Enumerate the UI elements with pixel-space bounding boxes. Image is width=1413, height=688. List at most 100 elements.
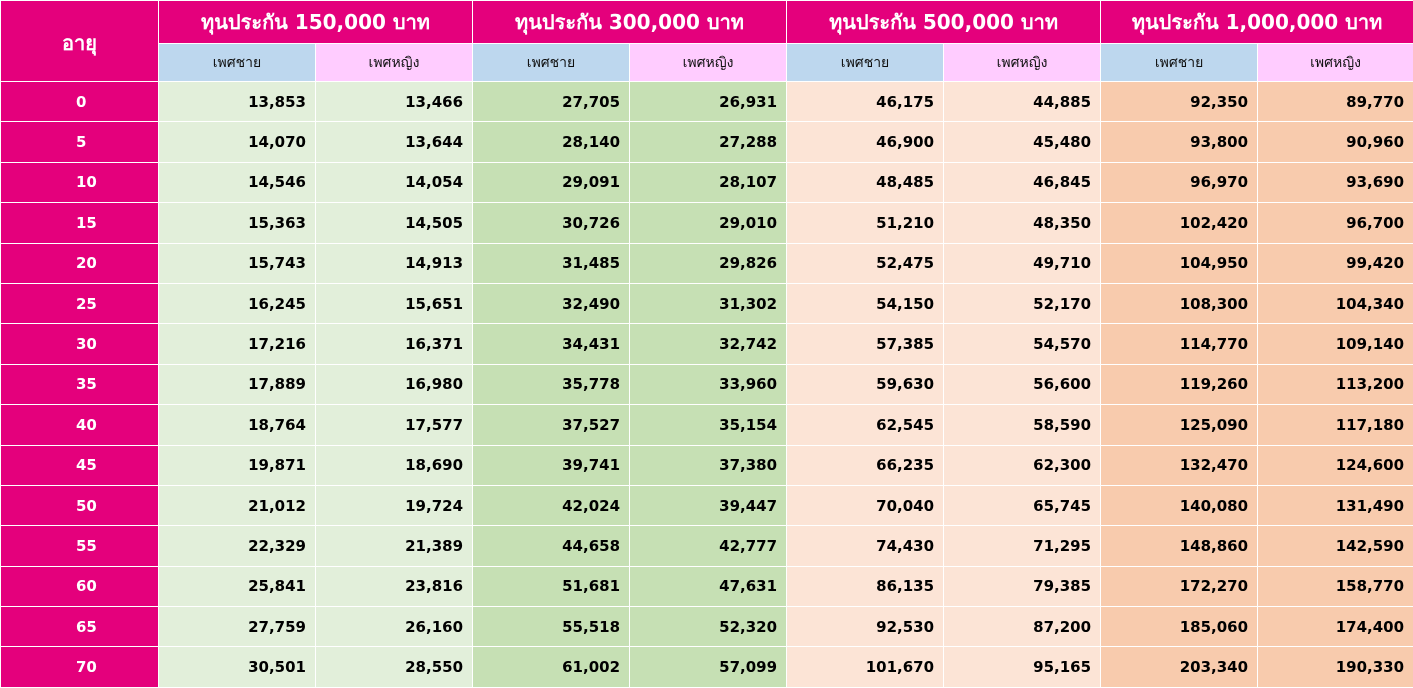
female-premium-cell: 37,380 [629,444,788,486]
age-cell: 35 [0,363,159,406]
female-premium-cell: 14,505 [314,202,474,244]
male-premium-cell: 46,900 [786,121,945,163]
male-premium-cell: 48,485 [786,161,945,204]
age-cell: 55 [0,525,159,567]
female-premium-cell: 29,826 [629,242,788,284]
female-premium-cell: 142,590 [1257,525,1413,567]
female-subheader: เพศหญิง [943,43,1102,82]
age-cell: 40 [0,404,159,446]
female-premium-cell: 15,651 [314,282,474,325]
male-premium-cell: 44,658 [472,525,631,567]
table-row: 30 17,216 16,371 34,431 32,742 57,385 54,570 11… [0,323,1413,365]
table-row: 0 13,853 13,466 27,705 26,931 46,175 44,885 92,… [0,80,1413,123]
female-premium-cell: 62,300 [943,444,1102,486]
male-premium-cell: 61,002 [472,646,631,688]
male-premium-cell: 132,470 [1100,444,1259,486]
female-subheader: เพศหญิง [629,43,788,82]
sum-insured-1000000-header: ทุนประกัน 1,000,000 บาท [1100,0,1413,44]
male-subheader: เพศชาย [786,43,945,82]
male-premium-cell: 172,270 [1100,565,1259,608]
female-premium-cell: 131,490 [1257,484,1413,527]
female-premium-cell: 158,770 [1257,565,1413,608]
male-premium-cell: 104,950 [1100,242,1259,284]
age-cell: 25 [0,282,159,325]
sum-insured-150000-header: ทุนประกัน 150,000 บาท [157,0,474,44]
female-subheader: เพศหญิง [314,43,474,82]
female-premium-cell: 124,600 [1257,444,1413,486]
male-premium-cell: 25,841 [158,565,316,608]
male-premium-cell: 17,889 [158,363,316,406]
female-premium-cell: 21,389 [314,525,474,567]
age-cell: 50 [0,484,159,527]
female-premium-cell: 47,631 [629,565,788,608]
female-premium-cell: 33,960 [629,363,788,406]
female-premium-cell: 45,480 [943,121,1102,163]
age-cell: 70 [0,646,159,688]
male-premium-cell: 66,235 [786,444,945,486]
female-premium-cell: 13,466 [314,80,474,123]
male-premium-cell: 21,012 [158,484,316,527]
male-premium-cell: 125,090 [1100,404,1259,446]
table-row: 65 27,759 26,160 55,518 52,320 92,530 87,200 18… [0,606,1413,648]
table-row: 20 15,743 14,913 31,485 29,826 52,475 49,710 10… [0,242,1413,284]
header-row-gender: เพศชาย เพศหญิง เพศชาย เพศหญิง เพศชาย เพศ… [1,43,1413,82]
table-body: 0 13,853 13,466 27,705 26,931 46,175 44,885 92,… [0,80,1413,688]
male-premium-cell: 42,024 [472,484,631,527]
male-premium-cell: 30,726 [472,202,631,244]
male-premium-cell: 108,300 [1100,282,1259,325]
female-premium-cell: 13,644 [314,121,474,163]
male-premium-cell: 15,743 [158,242,316,284]
male-subheader: เพศชาย [158,43,316,82]
female-premium-cell: 52,320 [629,606,788,648]
male-premium-cell: 93,800 [1100,121,1259,163]
age-cell: 15 [0,202,159,244]
age-cell: 20 [0,242,159,284]
female-premium-cell: 32,742 [629,323,788,365]
age-cell: 45 [0,444,159,486]
male-premium-cell: 14,546 [158,161,316,204]
male-premium-cell: 54,150 [786,282,945,325]
table-row: 15 15,363 14,505 30,726 29,010 51,210 48,350 10… [0,202,1413,244]
male-premium-cell: 59,630 [786,363,945,406]
male-premium-cell: 39,741 [472,444,631,486]
table-row: 70 30,501 28,550 61,002 57,099 101,670 95,165 2… [0,646,1413,688]
female-premium-cell: 29,010 [629,202,788,244]
male-premium-cell: 46,175 [786,80,945,123]
male-premium-cell: 86,135 [786,565,945,608]
table-row: 10 14,546 14,054 29,091 28,107 48,485 46,845 96… [0,161,1413,204]
female-premium-cell: 16,980 [314,363,474,406]
female-premium-cell: 89,770 [1257,80,1413,123]
male-premium-cell: 52,475 [786,242,945,284]
male-premium-cell: 51,681 [472,565,631,608]
female-premium-cell: 26,931 [629,80,788,123]
male-premium-cell: 37,527 [472,404,631,446]
male-premium-cell: 114,770 [1100,323,1259,365]
male-premium-cell: 102,420 [1100,202,1259,244]
male-premium-cell: 32,490 [472,282,631,325]
female-premium-cell: 18,690 [314,444,474,486]
male-premium-cell: 34,431 [472,323,631,365]
male-premium-cell: 18,764 [158,404,316,446]
female-premium-cell: 26,160 [314,606,474,648]
female-premium-cell: 56,600 [943,363,1102,406]
male-premium-cell: 51,210 [786,202,945,244]
male-premium-cell: 92,530 [786,606,945,648]
male-premium-cell: 35,778 [472,363,631,406]
female-subheader: เพศหญิง [1257,43,1413,82]
table-row: 40 18,764 17,577 37,527 35,154 62,545 58,590 12… [0,404,1413,446]
age-cell: 65 [0,606,159,648]
age-cell: 30 [0,323,159,365]
male-premium-cell: 29,091 [472,161,631,204]
female-premium-cell: 58,590 [943,404,1102,446]
age-cell: 5 [0,121,159,163]
female-premium-cell: 31,302 [629,282,788,325]
female-premium-cell: 28,550 [314,646,474,688]
female-premium-cell: 109,140 [1257,323,1413,365]
male-premium-cell: 19,871 [158,444,316,486]
male-subheader: เพศชาย [1100,43,1259,82]
table-row: 45 19,871 18,690 39,741 37,380 66,235 62,300 13… [0,444,1413,486]
female-premium-cell: 39,447 [629,484,788,527]
female-premium-cell: 190,330 [1257,646,1413,688]
table-row: 35 17,889 16,980 35,778 33,960 59,630 56,600 11… [0,363,1413,406]
